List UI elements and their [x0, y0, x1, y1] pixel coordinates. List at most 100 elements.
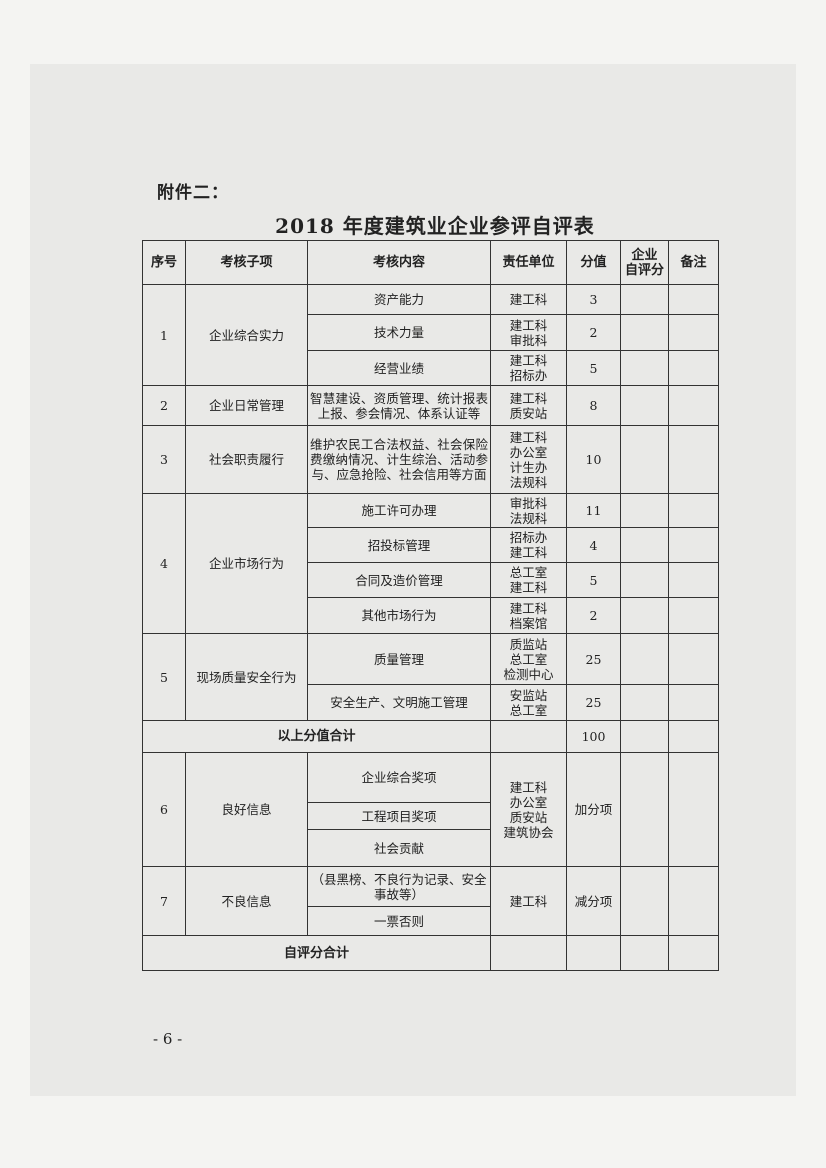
- empty-cell: [490, 935, 567, 971]
- score-value: 3: [566, 284, 621, 315]
- assessment-item: 不良信息: [185, 866, 308, 936]
- remarks-cell: [668, 597, 719, 634]
- self-score-cell: [620, 866, 669, 936]
- remarks-cell: [668, 562, 719, 598]
- responsible-unit: 建工科 办公室 计生办 法规科: [490, 425, 567, 494]
- responsible-unit: 招标办 建工科: [490, 527, 567, 563]
- assessment-content: 一票否则: [307, 906, 491, 936]
- responsible-unit: 建工科 办公室 质安站 建筑协会: [490, 752, 567, 867]
- remarks-cell: [668, 350, 719, 386]
- score-value: 10: [566, 425, 621, 494]
- table-row: 招投标管理 招标办 建工科 4: [143, 527, 719, 563]
- subtotal-label: 以上分值合计: [142, 720, 491, 753]
- responsible-unit: 总工室 建工科: [490, 562, 567, 598]
- assessment-content: 社会贡献: [307, 829, 491, 867]
- column-header: 分值: [566, 240, 621, 285]
- assessment-item: 企业日常管理: [185, 385, 308, 426]
- remarks-cell: [668, 527, 719, 563]
- remarks-cell: [668, 493, 719, 528]
- table-row: 3 社会职责履行 维护农民工合法权益、社会保险费缴纳情况、计生综治、活动参与、应急抢…: [142, 425, 719, 494]
- self-score-cell: [620, 720, 669, 753]
- table-row: 一票否则: [143, 906, 719, 936]
- row-number: 5: [142, 633, 186, 721]
- self-score-cell: [620, 527, 669, 563]
- assessment-item: 良好信息: [185, 752, 308, 867]
- responsible-unit: 建工科: [490, 866, 567, 936]
- row-number: 6: [142, 752, 186, 867]
- self-score-cell: [620, 562, 669, 598]
- remarks-cell: [668, 633, 719, 685]
- self-score-cell: [620, 350, 669, 386]
- table-row: 工程项目奖项: [143, 802, 719, 830]
- total-label: 自评分合计: [142, 935, 491, 971]
- column-header: 序号: [142, 240, 186, 285]
- self-score-cell: [620, 425, 669, 494]
- assessment-content: 安全生产、文明施工管理: [307, 684, 491, 721]
- total-row: 自评分合计: [142, 935, 719, 971]
- self-score-cell: [620, 752, 669, 867]
- responsible-unit: [490, 720, 567, 753]
- remarks-cell: [668, 284, 719, 315]
- assessment-content: 维护农民工合法权益、社会保险费缴纳情况、计生综治、活动参与、应急抢险、社会信用等…: [307, 425, 491, 494]
- empty-cell: [566, 935, 621, 971]
- row-number: 7: [142, 866, 186, 936]
- row-number: 3: [142, 425, 186, 494]
- table-row: 2 企业日常管理 智慧建设、资质管理、统计报表上报、参会情况、体系认证等 建工科 质安站…: [142, 385, 719, 426]
- assessment-content: 经营业绩: [307, 350, 491, 386]
- empty-cell: [668, 935, 719, 971]
- subtotal-score: 100: [566, 720, 621, 753]
- remarks-cell: [668, 385, 719, 426]
- table-row: 6 良好信息 企业综合奖项 建工科 办公室 质安站 建筑协会 加分项: [142, 752, 719, 867]
- self-score-cell: [620, 314, 669, 351]
- responsible-unit: 建工科 招标办: [490, 350, 567, 386]
- assessment-item: 社会职责履行: [185, 425, 308, 494]
- remarks-cell: [668, 866, 719, 936]
- responsible-unit: 建工科 审批科: [490, 314, 567, 351]
- assessment-content: （县黑榜、不良行为记录、安全事故等）: [307, 866, 491, 907]
- self-score-cell: [620, 385, 669, 426]
- score-value: 25: [566, 684, 621, 721]
- remarks-cell: [668, 314, 719, 351]
- remarks-cell: [668, 425, 719, 494]
- assessment-content: 工程项目奖项: [307, 802, 491, 830]
- assessment-content: 招投标管理: [307, 527, 491, 563]
- self-score-cell: [620, 597, 669, 634]
- responsible-unit: 建工科 档案馆: [490, 597, 567, 634]
- assessment-item: 企业综合实力: [185, 284, 308, 386]
- self-score-cell: [620, 633, 669, 685]
- assessment-content: 技术力量: [307, 314, 491, 351]
- self-score-cell: [620, 284, 669, 315]
- subtotal-row: 以上分值合计 100: [142, 720, 719, 753]
- table-row: 安全生产、文明施工管理 安监站 总工室 25: [143, 684, 719, 721]
- table-row: 5 现场质量安全行为 质量管理 质监站 总工室 检测中心 25: [142, 633, 719, 721]
- table-row: 1 企业综合实力 资产能力 建工科 3: [142, 284, 719, 386]
- attachment-label: 附件二：: [157, 183, 229, 203]
- score-value: 2: [566, 597, 621, 634]
- header-row: 序号 考核子项 考核内容 责任单位 分值 企业 自评分 备注: [142, 240, 719, 285]
- column-header: 责任单位: [490, 240, 567, 285]
- score-value: 4: [566, 527, 621, 563]
- assessment-content: 资产能力: [307, 284, 491, 315]
- column-header: 企业 自评分: [620, 240, 669, 285]
- row-number: 4: [142, 493, 186, 634]
- assessment-item: 企业市场行为: [185, 493, 308, 634]
- assessment-content: 智慧建设、资质管理、统计报表上报、参会情况、体系认证等: [307, 385, 491, 426]
- row-number: 2: [142, 385, 186, 426]
- responsible-unit: 建工科: [490, 284, 567, 315]
- column-header: 考核子项: [185, 240, 308, 285]
- assessment-content: 合同及造价管理: [307, 562, 491, 598]
- table-row: 社会贡献: [143, 829, 719, 867]
- score-value: 5: [566, 562, 621, 598]
- responsible-unit: 质监站 总工室 检测中心: [490, 633, 567, 685]
- table-row: 其他市场行为 建工科 档案馆 2: [143, 597, 719, 634]
- remarks-cell: [668, 752, 719, 867]
- responsible-unit: 安监站 总工室: [490, 684, 567, 721]
- table-row: 4 企业市场行为 施工许可办理 审批科 法规科 11: [142, 493, 719, 634]
- score-value: 5: [566, 350, 621, 386]
- self-score-cell: [620, 684, 669, 721]
- self-score-cell: [620, 493, 669, 528]
- evaluation-table: 序号 考核子项 考核内容 责任单位 分值 企业 自评分 备注 1 企业综合实力 资产能力 建工科 3 技术…: [142, 240, 719, 971]
- remarks-cell: [668, 720, 719, 753]
- score-value: 减分项: [566, 866, 621, 936]
- page-number: - 6 -: [153, 1030, 183, 1048]
